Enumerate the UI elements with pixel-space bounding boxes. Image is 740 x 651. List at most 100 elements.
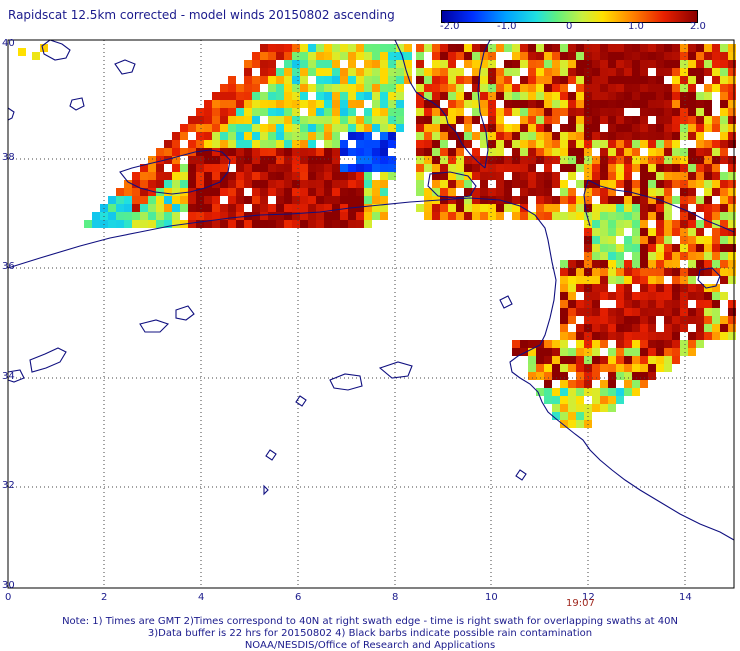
wind-cell	[704, 124, 712, 132]
wind-cell	[728, 172, 736, 180]
wind-cell	[672, 84, 680, 92]
wind-cell	[544, 372, 552, 380]
wind-cell	[432, 156, 440, 164]
wind-cell	[432, 132, 440, 140]
wind-cell	[528, 356, 536, 364]
wind-cell	[544, 124, 552, 132]
wind-cell	[308, 204, 316, 212]
wind-cell	[536, 116, 544, 124]
wind-cell	[656, 244, 664, 252]
wind-cell	[576, 380, 584, 388]
wind-cell	[480, 100, 488, 108]
wind-cell	[600, 404, 608, 412]
wind-cell	[188, 204, 196, 212]
wind-cell	[568, 132, 576, 140]
wind-cell	[680, 172, 688, 180]
wind-cell	[372, 188, 380, 196]
wind-cell	[260, 132, 268, 140]
wind-cell	[432, 76, 440, 84]
wind-cell	[640, 236, 648, 244]
wind-cell	[536, 364, 544, 372]
wind-cell	[712, 172, 720, 180]
wind-cell	[156, 164, 164, 172]
wind-cell	[624, 164, 632, 172]
wind-cell	[728, 316, 736, 324]
wind-cell	[276, 52, 284, 60]
wind-cell	[624, 244, 632, 252]
wind-cell	[672, 276, 680, 284]
wind-cell	[528, 116, 536, 124]
wind-cell	[212, 124, 220, 132]
wind-cell	[728, 188, 736, 196]
wind-cell	[552, 404, 560, 412]
wind-cell	[228, 148, 236, 156]
coastlines	[7, 39, 735, 541]
wind-cell	[260, 92, 268, 100]
wind-cell	[276, 196, 284, 204]
wind-cell	[292, 172, 300, 180]
wind-cell	[720, 276, 728, 284]
wind-cell	[340, 204, 348, 212]
wind-cell	[228, 204, 236, 212]
wind-cell	[456, 172, 464, 180]
wind-cell	[600, 388, 608, 396]
wind-cell	[244, 108, 252, 116]
wind-cell	[568, 412, 576, 420]
wind-cell	[276, 132, 284, 140]
wind-cell	[720, 156, 728, 164]
wind-cell	[244, 124, 252, 132]
wind-cell	[624, 92, 632, 100]
wind-cell	[284, 132, 292, 140]
wind-cell	[332, 188, 340, 196]
wind-cell	[600, 284, 608, 292]
wind-cell	[220, 148, 228, 156]
wind-cell	[680, 156, 688, 164]
wind-cell	[332, 140, 340, 148]
wind-cell	[236, 100, 244, 108]
wind-cell	[292, 164, 300, 172]
wind-cell	[340, 180, 348, 188]
wind-cell	[656, 132, 664, 140]
wind-cell	[648, 324, 656, 332]
wind-cell	[440, 124, 448, 132]
wind-cell	[456, 68, 464, 76]
wind-cell	[340, 172, 348, 180]
wind-cell	[568, 156, 576, 164]
wind-cell	[648, 204, 656, 212]
wind-cell	[648, 108, 656, 116]
wind-cell	[324, 116, 332, 124]
wind-cell	[448, 172, 456, 180]
wind-cell	[672, 116, 680, 124]
wind-cell	[308, 140, 316, 148]
wind-cell	[600, 148, 608, 156]
wind-cell	[456, 156, 464, 164]
wind-cell	[592, 164, 600, 172]
wind-cell	[432, 108, 440, 116]
wind-cell	[600, 332, 608, 340]
wind-cell	[656, 148, 664, 156]
wind-cell	[640, 260, 648, 268]
wind-cell	[448, 116, 456, 124]
wind-cell	[496, 156, 504, 164]
wind-cell	[608, 228, 616, 236]
wind-cell	[720, 84, 728, 92]
wind-cell	[688, 276, 696, 284]
wind-cell	[512, 164, 520, 172]
wind-cell	[188, 124, 196, 132]
wind-cell	[284, 44, 292, 52]
wind-cell	[576, 268, 584, 276]
wind-cell	[244, 116, 252, 124]
wind-cell	[560, 268, 568, 276]
wind-cell	[196, 212, 204, 220]
wind-cell	[116, 212, 124, 220]
wind-cell	[648, 180, 656, 188]
wind-cell	[616, 268, 624, 276]
wind-cell	[276, 68, 284, 76]
wind-cell	[592, 364, 600, 372]
wind-cell	[164, 156, 172, 164]
wind-cell	[228, 100, 236, 108]
wind-cell	[292, 60, 300, 68]
wind-cell	[576, 164, 584, 172]
wind-cell	[244, 196, 252, 204]
wind-cell	[624, 52, 632, 60]
